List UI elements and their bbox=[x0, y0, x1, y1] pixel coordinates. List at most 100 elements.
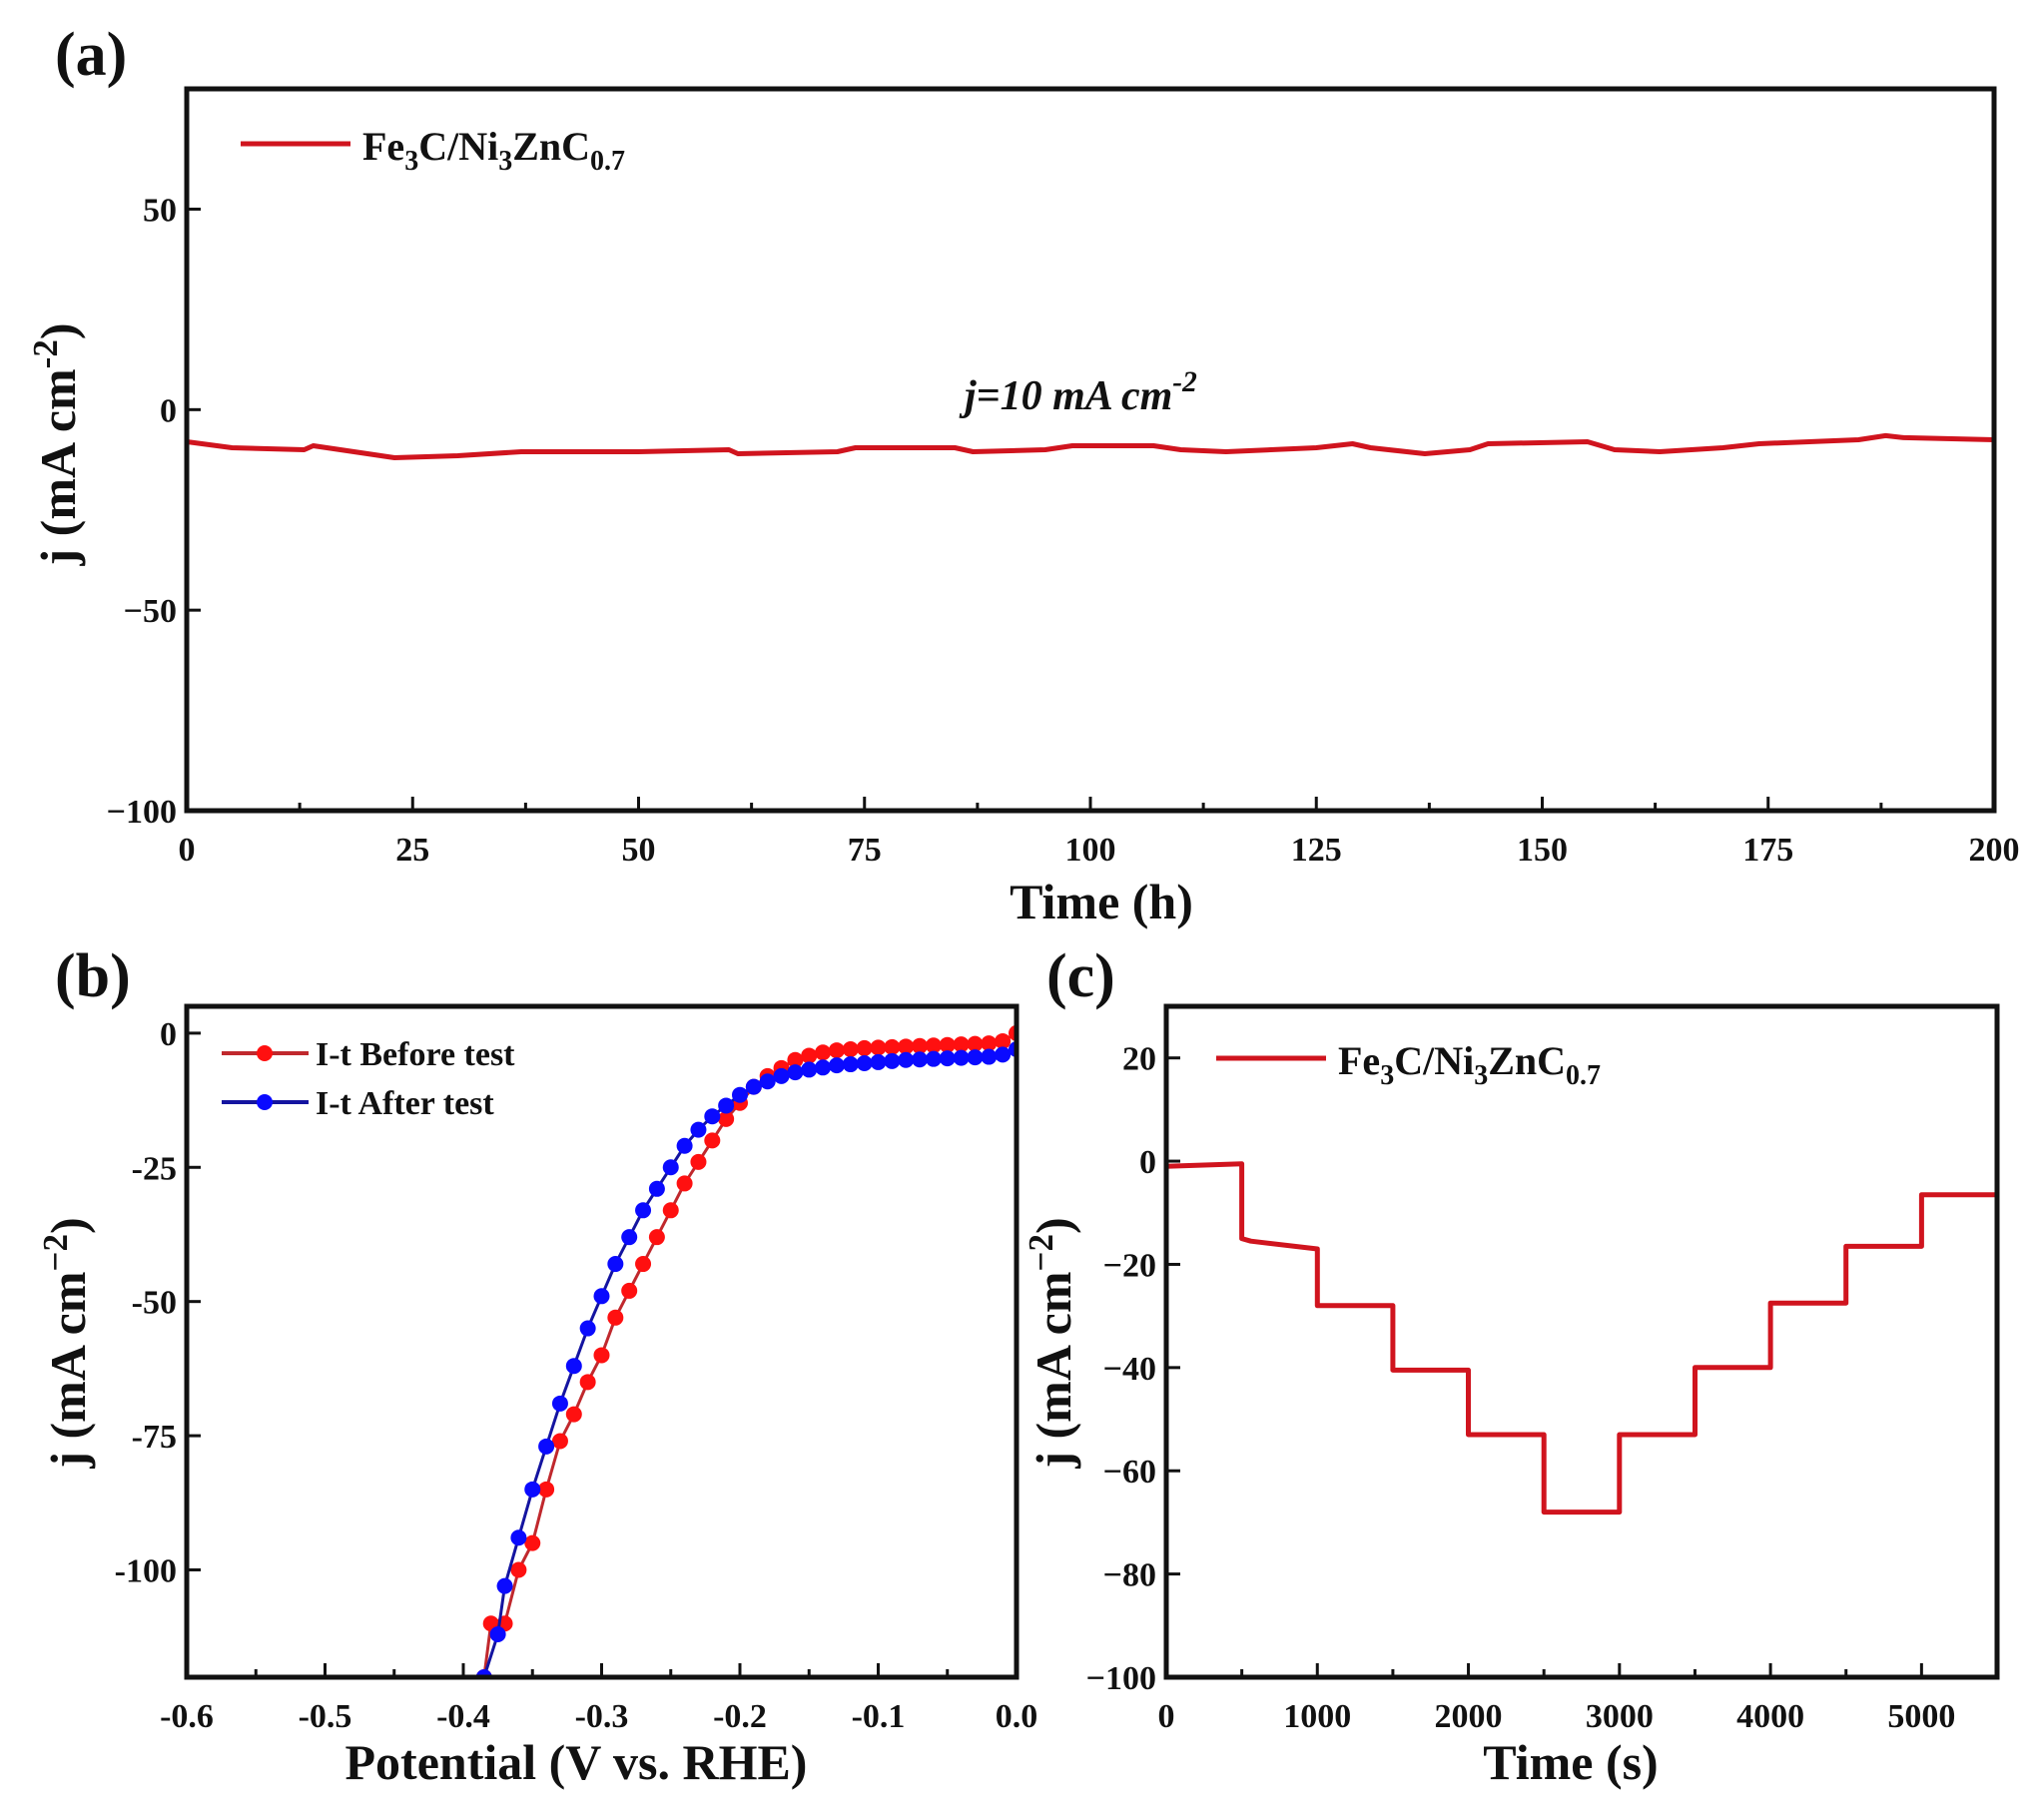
data-point bbox=[593, 1288, 610, 1305]
data-point bbox=[828, 1057, 845, 1074]
annotation: j=10 mA cm-2 bbox=[959, 366, 1197, 419]
panel-label: (b) bbox=[55, 942, 131, 1010]
x-tick-label: 5000 bbox=[1887, 1698, 1955, 1735]
y-tick-label: 0 bbox=[160, 392, 177, 429]
y-tick-label: −100 bbox=[1086, 1660, 1156, 1697]
text-part: Fe bbox=[362, 124, 404, 169]
legend: Fe3C/Ni3ZnC0.7 bbox=[241, 124, 625, 177]
data-point bbox=[939, 1050, 956, 1067]
plot-frame bbox=[1163, 1003, 2000, 1680]
data-point bbox=[676, 1137, 693, 1154]
series-1 bbox=[475, 1041, 1017, 1677]
text-part: Fe bbox=[1338, 1038, 1380, 1083]
data-point bbox=[489, 1625, 506, 1642]
data-point bbox=[842, 1056, 859, 1073]
x-tick-label: 100 bbox=[1065, 832, 1116, 869]
x-tick-label: -0.5 bbox=[299, 1698, 352, 1735]
text-part: ZnC bbox=[1488, 1038, 1566, 1083]
data-point bbox=[565, 1358, 582, 1375]
data-point bbox=[621, 1282, 638, 1299]
x-tick-label: -0.3 bbox=[575, 1698, 629, 1735]
series-line bbox=[482, 1047, 1017, 1677]
x-tick-label: 0 bbox=[179, 832, 196, 869]
data-point bbox=[967, 1049, 984, 1066]
data-point bbox=[704, 1108, 721, 1125]
series-0 bbox=[187, 432, 1994, 460]
text-part: ) bbox=[30, 323, 86, 340]
series-line bbox=[482, 1031, 1017, 1677]
legend: Fe3C/Ni3ZnC0.7 bbox=[1216, 1038, 1601, 1091]
data-point bbox=[856, 1039, 873, 1056]
subscript: 0.7 bbox=[1566, 1060, 1601, 1091]
legend-marker bbox=[257, 1094, 273, 1110]
x-tick-label: 200 bbox=[1969, 832, 2020, 869]
data-point bbox=[870, 1053, 887, 1070]
x-tick-label: 125 bbox=[1291, 832, 1342, 869]
legend-label: I-t Before test bbox=[316, 1036, 515, 1073]
y-tick-label: −40 bbox=[1103, 1351, 1156, 1388]
data-point bbox=[538, 1438, 555, 1455]
y-axis-title: j (mA cm−2) bbox=[1022, 1217, 1081, 1469]
y-axis-title: j (mA cm-2) bbox=[26, 323, 86, 567]
text-part: ZnC bbox=[512, 124, 590, 169]
panel-a: (a) 0 25 50 75 100 125 150 175 200 −100 −50 0 50 Time … bbox=[26, 21, 2020, 929]
series-line bbox=[187, 432, 1994, 460]
x-tick-label: 0.0 bbox=[996, 1698, 1038, 1735]
data-point bbox=[898, 1038, 915, 1055]
plot-frame bbox=[184, 1003, 1020, 1680]
x-tick-label: -0.6 bbox=[160, 1698, 214, 1735]
data-point bbox=[745, 1078, 762, 1095]
y-tick-label: −60 bbox=[1103, 1454, 1156, 1491]
y-tick-label: −100 bbox=[107, 794, 177, 831]
data-point bbox=[815, 1059, 832, 1076]
data-point bbox=[842, 1041, 859, 1058]
series-line bbox=[1166, 1161, 1997, 1515]
text-part: j=10 mA cm bbox=[959, 373, 1172, 419]
legend-label: I-t After test bbox=[316, 1085, 494, 1122]
panel-b: (b) -0.6 -0.5 -0.4 -0.3 -0.2 -0.1 0.0 0 -25 -50 -75… bbox=[36, 942, 1037, 1790]
series-0 bbox=[475, 1024, 1017, 1677]
data-point bbox=[884, 1038, 901, 1055]
data-point bbox=[884, 1052, 901, 1069]
data-point bbox=[939, 1036, 956, 1053]
data-point bbox=[953, 1049, 970, 1066]
subscript: 3 bbox=[1380, 1060, 1394, 1091]
x-tick-label: 4000 bbox=[1736, 1698, 1804, 1735]
x-tick-label: 25 bbox=[395, 832, 429, 869]
data-point bbox=[815, 1044, 832, 1061]
text-part: j (mA cm bbox=[40, 1271, 96, 1469]
data-point bbox=[718, 1097, 735, 1114]
x-tick-label: 75 bbox=[848, 832, 882, 869]
data-point bbox=[856, 1054, 873, 1071]
data-point bbox=[538, 1481, 555, 1498]
data-point bbox=[732, 1086, 748, 1103]
y-axis-title: j (mA cm−2) bbox=[36, 1217, 96, 1469]
legend-label: Fe3C/Ni3ZnC0.7 bbox=[362, 124, 625, 177]
data-point bbox=[925, 1037, 942, 1054]
x-tick-label: 150 bbox=[1517, 832, 1568, 869]
subscript: 3 bbox=[498, 146, 512, 177]
data-point bbox=[648, 1229, 665, 1246]
x-tick-label: 3000 bbox=[1586, 1698, 1654, 1735]
data-point bbox=[510, 1529, 527, 1546]
y-tick-label: -100 bbox=[115, 1552, 177, 1589]
data-point bbox=[579, 1320, 596, 1337]
data-point bbox=[496, 1577, 513, 1594]
x-tick-label: 1000 bbox=[1283, 1698, 1351, 1735]
data-point bbox=[607, 1309, 624, 1326]
data-point bbox=[579, 1374, 596, 1391]
data-point bbox=[898, 1051, 915, 1068]
text-part: C/Ni bbox=[418, 124, 498, 169]
data-point bbox=[953, 1036, 970, 1053]
data-point bbox=[828, 1042, 845, 1059]
data-point bbox=[551, 1433, 568, 1450]
data-point bbox=[967, 1035, 984, 1052]
x-axis-title: Time (h) bbox=[1010, 874, 1193, 929]
x-tick-label: 0 bbox=[1158, 1698, 1175, 1735]
superscript: -2 bbox=[26, 339, 65, 368]
x-tick-label: -0.2 bbox=[713, 1698, 767, 1735]
x-tick-label: -0.4 bbox=[436, 1698, 490, 1735]
data-point bbox=[635, 1202, 652, 1219]
data-point bbox=[925, 1050, 942, 1067]
